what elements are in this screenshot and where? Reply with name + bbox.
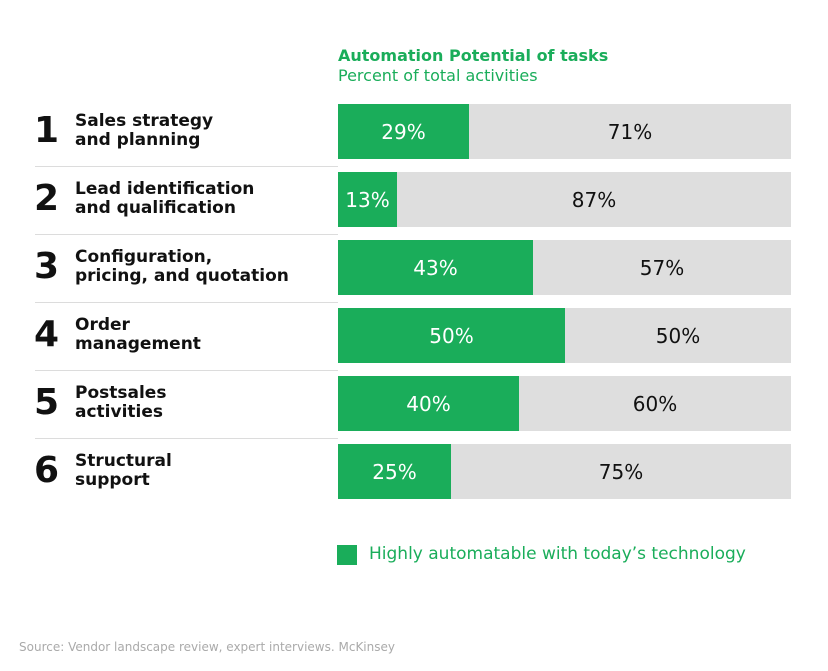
rank-number: 2 xyxy=(34,178,60,219)
category-label: Structural support xyxy=(75,451,172,490)
bar-automatable: 40% xyxy=(338,376,519,431)
category-label: Lead identification and qualification xyxy=(75,179,255,218)
bar-remaining: 71% xyxy=(469,104,791,159)
bar-remaining: 57% xyxy=(533,240,791,295)
rank-number: 6 xyxy=(34,450,60,491)
bar-automatable: 25% xyxy=(338,444,451,499)
bar-automatable: 13% xyxy=(338,172,397,227)
bar-remaining: 50% xyxy=(565,308,791,363)
category-label: Sales strategy and planning xyxy=(75,111,214,150)
bar-automatable: 50% xyxy=(338,308,565,363)
legend-label: Highly automatable with today’s technolo… xyxy=(369,544,746,564)
rank-number: 5 xyxy=(34,382,60,423)
row-divider xyxy=(35,234,338,235)
row-divider xyxy=(35,438,338,439)
chart-row: 3 Configuration, pricing, and quotation … xyxy=(30,240,792,308)
rank-number: 1 xyxy=(34,110,60,151)
row-divider xyxy=(35,370,338,371)
chart-row: 2 Lead identification and qualification … xyxy=(30,172,792,240)
bar-remaining: 87% xyxy=(397,172,791,227)
bar-automatable: 29% xyxy=(338,104,469,159)
category-label: Order management xyxy=(75,315,201,354)
chart-title: Automation Potential of tasks xyxy=(338,46,609,65)
category-label: Configuration, pricing, and quotation xyxy=(75,247,289,286)
chart-row: 5 Postsales activities 40% 60% xyxy=(30,376,792,444)
chart-subtitle: Percent of total activities xyxy=(338,66,538,85)
chart-row: 4 Order management 50% 50% xyxy=(30,308,792,376)
rank-number: 4 xyxy=(34,314,60,355)
row-divider xyxy=(35,166,338,167)
category-label: Postsales activities xyxy=(75,383,167,422)
row-divider xyxy=(35,302,338,303)
legend-swatch xyxy=(337,545,357,565)
bar-remaining: 75% xyxy=(451,444,791,499)
rank-number: 3 xyxy=(34,246,60,287)
chart-row: 1 Sales strategy and planning 29% 71% xyxy=(30,104,792,172)
chart-row: 6 Structural support 25% 75% xyxy=(30,444,792,512)
bar-remaining: 60% xyxy=(519,376,791,431)
bar-automatable: 43% xyxy=(338,240,533,295)
source-note: Source: Vendor landscape review, expert … xyxy=(19,640,395,654)
